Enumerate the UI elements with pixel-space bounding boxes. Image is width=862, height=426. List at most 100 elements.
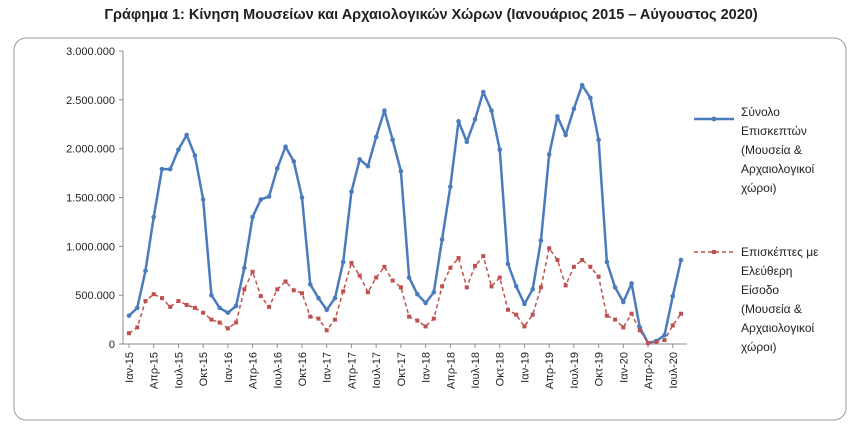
x-tick-label: Ιουλ-19 xyxy=(569,352,581,389)
series-markers xyxy=(126,82,684,346)
legend-item-free-entry: Επισκέπτες με Ελεύθερη Είσοδο (Μουσεία &… xyxy=(694,245,822,354)
data-point-total-visitors xyxy=(340,259,346,265)
y-tick-label: 1.500.000 xyxy=(66,193,115,205)
data-point-total-visitors xyxy=(192,153,198,158)
data-point-free-entry xyxy=(555,258,560,263)
data-point-total-visitors xyxy=(332,295,338,301)
data-point-total-visitors xyxy=(324,307,330,313)
x-tick-label: Οκτ-17 xyxy=(396,352,408,386)
data-point-total-visitors xyxy=(159,166,165,172)
data-point-free-entry xyxy=(192,305,197,310)
x-tick-label: Ιαν-18 xyxy=(421,352,433,383)
data-point-total-visitors xyxy=(555,114,560,119)
data-point-free-entry xyxy=(662,338,667,343)
data-point-total-visitors xyxy=(579,82,585,88)
data-point-free-entry xyxy=(341,289,346,294)
data-point-total-visitors xyxy=(274,165,280,171)
x-tick-label: Απρ-17 xyxy=(346,352,358,389)
data-point-free-entry xyxy=(398,285,403,290)
data-point-total-visitors xyxy=(530,287,536,292)
x-tick-label: Απρ-20 xyxy=(643,352,655,389)
data-point-total-visitors xyxy=(678,257,684,263)
data-point-total-visitors xyxy=(497,147,503,152)
data-point-total-visitors xyxy=(176,147,181,152)
legend-item-total-visitors: Σύνολο Επισκεπτών (Μουσεία & Αρχαιολογικ… xyxy=(694,105,815,195)
data-point-total-visitors xyxy=(621,299,626,305)
data-point-total-visitors xyxy=(448,184,453,190)
data-point-free-entry xyxy=(275,287,280,292)
data-point-free-entry xyxy=(547,246,552,251)
data-point-total-visitors xyxy=(398,168,404,174)
data-point-free-entry xyxy=(176,299,181,304)
data-point-free-entry xyxy=(184,302,189,307)
data-point-free-entry xyxy=(473,263,478,268)
data-point-free-entry xyxy=(580,258,585,263)
data-point-total-visitors xyxy=(225,310,231,316)
x-tick-label: Ιουλ-20 xyxy=(668,352,680,389)
x-tick-label: Ιαν-17 xyxy=(322,352,334,383)
data-point-total-visitors xyxy=(505,261,511,267)
data-point-total-visitors xyxy=(513,284,519,289)
y-tick-label: 0 xyxy=(109,339,115,351)
data-point-total-visitors xyxy=(373,134,379,140)
x-tick-label: Ιαν-16 xyxy=(223,352,235,383)
y-tick-label: 2.000.000 xyxy=(66,144,115,156)
data-point-free-entry xyxy=(613,317,618,322)
data-point-free-entry xyxy=(431,316,436,321)
data-point-free-entry xyxy=(209,317,214,322)
data-point-free-entry xyxy=(571,264,576,269)
y-tick-label: 1.000.000 xyxy=(66,241,115,253)
data-point-total-visitors xyxy=(415,291,420,297)
data-point-total-visitors xyxy=(349,189,354,194)
data-point-total-visitors xyxy=(209,292,214,298)
data-point-total-visitors xyxy=(167,166,173,172)
data-point-total-visitors xyxy=(143,268,148,274)
legend-label-free-entry: Επισκέπτες με Ελεύθερη Είσοδο (Μουσεία &… xyxy=(741,245,822,354)
data-point-free-entry xyxy=(505,307,510,312)
chart-title: Γράφημα 1: Κίνηση Μουσείων και Αρχαιολογ… xyxy=(104,7,758,23)
data-point-free-entry xyxy=(415,318,420,323)
data-point-free-entry xyxy=(234,320,239,325)
data-point-total-visitors xyxy=(596,137,601,143)
data-point-total-visitors xyxy=(464,139,470,145)
data-point-free-entry xyxy=(596,274,601,279)
data-point-total-visitors xyxy=(307,282,313,287)
data-point-free-entry xyxy=(481,254,486,259)
data-point-free-entry xyxy=(530,312,535,317)
data-point-total-visitors xyxy=(480,89,486,95)
data-point-total-visitors xyxy=(456,119,461,124)
data-point-free-entry xyxy=(151,292,156,297)
data-point-free-entry xyxy=(588,264,593,269)
data-point-total-visitors xyxy=(423,300,428,306)
data-point-total-visitors xyxy=(670,293,676,299)
legend: Σύνολο Επισκεπτών (Μουσεία & Αρχαιολογικ… xyxy=(694,105,822,354)
data-point-free-entry xyxy=(217,320,222,325)
data-point-free-entry xyxy=(300,291,305,296)
data-point-total-visitors xyxy=(316,295,321,301)
data-point-free-entry xyxy=(143,299,148,304)
data-point-free-entry xyxy=(679,311,683,316)
data-point-free-entry xyxy=(225,326,230,331)
data-point-free-entry xyxy=(324,328,329,333)
y-tick-label: 3.000.000 xyxy=(66,46,115,58)
data-point-free-entry xyxy=(563,283,568,288)
data-point-free-entry xyxy=(497,275,502,280)
data-point-free-entry xyxy=(365,290,370,295)
data-point-total-visitors xyxy=(151,214,157,220)
data-point-total-visitors xyxy=(563,132,568,138)
x-tick-label: Ιουλ-16 xyxy=(272,352,284,389)
y-tick-label: 2.500.000 xyxy=(66,95,115,107)
data-point-total-visitors xyxy=(250,214,255,220)
x-tick-label: Απρ-18 xyxy=(445,352,457,389)
data-point-total-visitors xyxy=(439,237,445,242)
data-point-total-visitors xyxy=(242,265,247,271)
data-point-total-visitors xyxy=(299,195,305,200)
data-point-free-entry xyxy=(168,304,173,309)
data-point-free-entry xyxy=(464,285,469,290)
data-point-free-entry xyxy=(448,265,453,270)
data-point-free-entry xyxy=(629,311,634,316)
data-point-total-visitors xyxy=(390,137,395,143)
data-point-free-entry xyxy=(646,341,651,346)
data-point-total-visitors xyxy=(184,132,189,138)
